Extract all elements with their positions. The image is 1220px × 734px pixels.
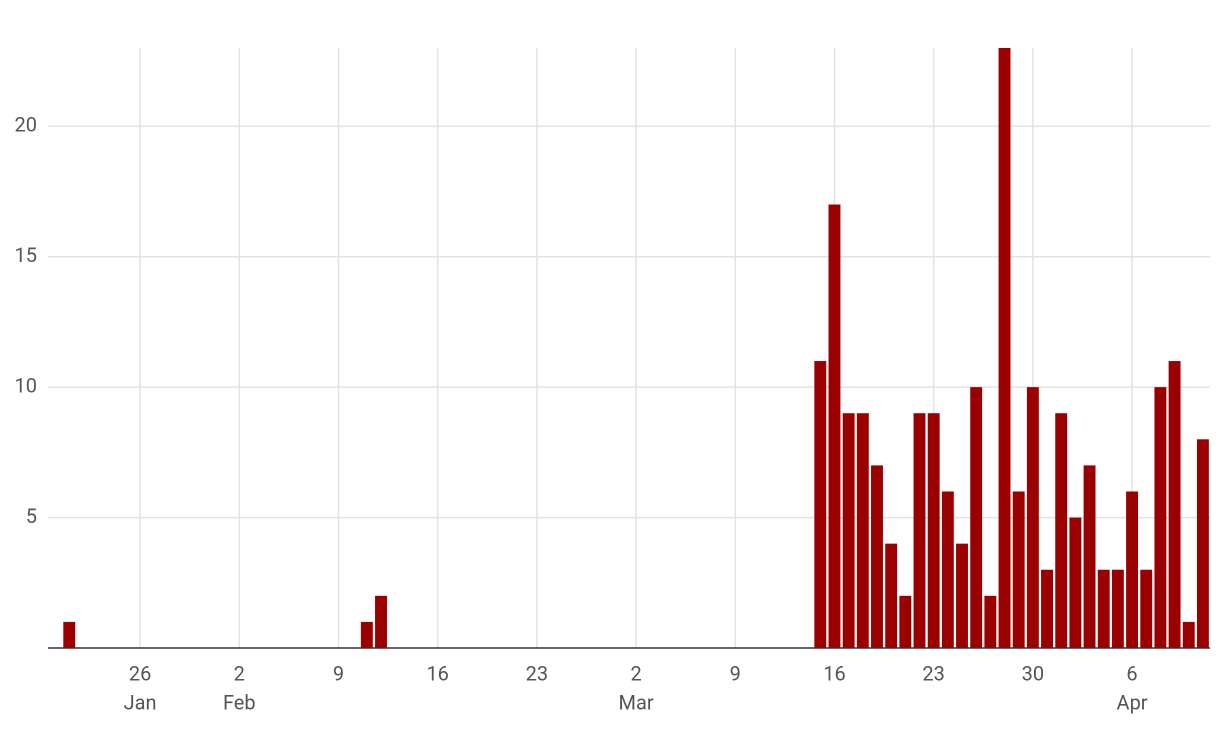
bar <box>871 465 883 648</box>
bar <box>1168 361 1181 648</box>
x-tick-label: 30 <box>1022 661 1044 685</box>
bar <box>1097 569 1110 648</box>
x-tick-label: 16 <box>823 661 845 685</box>
x-tick-label: 23 <box>922 661 944 685</box>
bar <box>1126 491 1139 648</box>
bar <box>956 543 968 648</box>
month-label: Feb <box>223 690 256 714</box>
x-tick-label: 2 <box>630 661 641 685</box>
y-tick-label: 10 <box>15 373 37 397</box>
x-tick-label: 16 <box>426 661 448 685</box>
x-tick-label: 9 <box>333 661 344 685</box>
x-tick-label: 6 <box>1126 661 1137 685</box>
bar <box>1140 569 1153 648</box>
bar <box>856 413 869 648</box>
bar <box>814 361 827 648</box>
y-tick-label: 15 <box>15 243 37 267</box>
month-label: Mar <box>619 690 654 714</box>
bar <box>1041 569 1053 648</box>
bar <box>1111 569 1124 648</box>
bar <box>1069 517 1082 648</box>
bar <box>63 621 76 648</box>
bar <box>998 48 1011 648</box>
bar <box>1196 439 1209 648</box>
bar <box>913 413 926 648</box>
month-label: Apr <box>1117 690 1148 714</box>
y-tick-label: 20 <box>15 113 37 137</box>
bar <box>984 595 997 648</box>
bar <box>1055 413 1068 648</box>
bar <box>842 413 855 648</box>
x-tick-label: 23 <box>526 661 548 685</box>
bar <box>375 595 387 648</box>
month-label: Jan <box>124 690 157 714</box>
bar <box>1012 491 1025 648</box>
bar <box>828 204 841 649</box>
bar <box>1083 465 1096 648</box>
bar <box>885 543 898 648</box>
x-tick-label: 2 <box>234 661 245 685</box>
bar <box>1026 387 1039 648</box>
bar <box>360 621 373 648</box>
bar <box>927 413 940 648</box>
y-tick-label: 5 <box>26 504 37 528</box>
bar <box>970 387 983 648</box>
bar <box>899 595 912 648</box>
x-tick-label: 26 <box>129 661 151 685</box>
x-tick-label: 9 <box>730 661 741 685</box>
bar <box>941 491 954 648</box>
bar <box>1182 621 1195 648</box>
bar <box>1154 387 1167 648</box>
